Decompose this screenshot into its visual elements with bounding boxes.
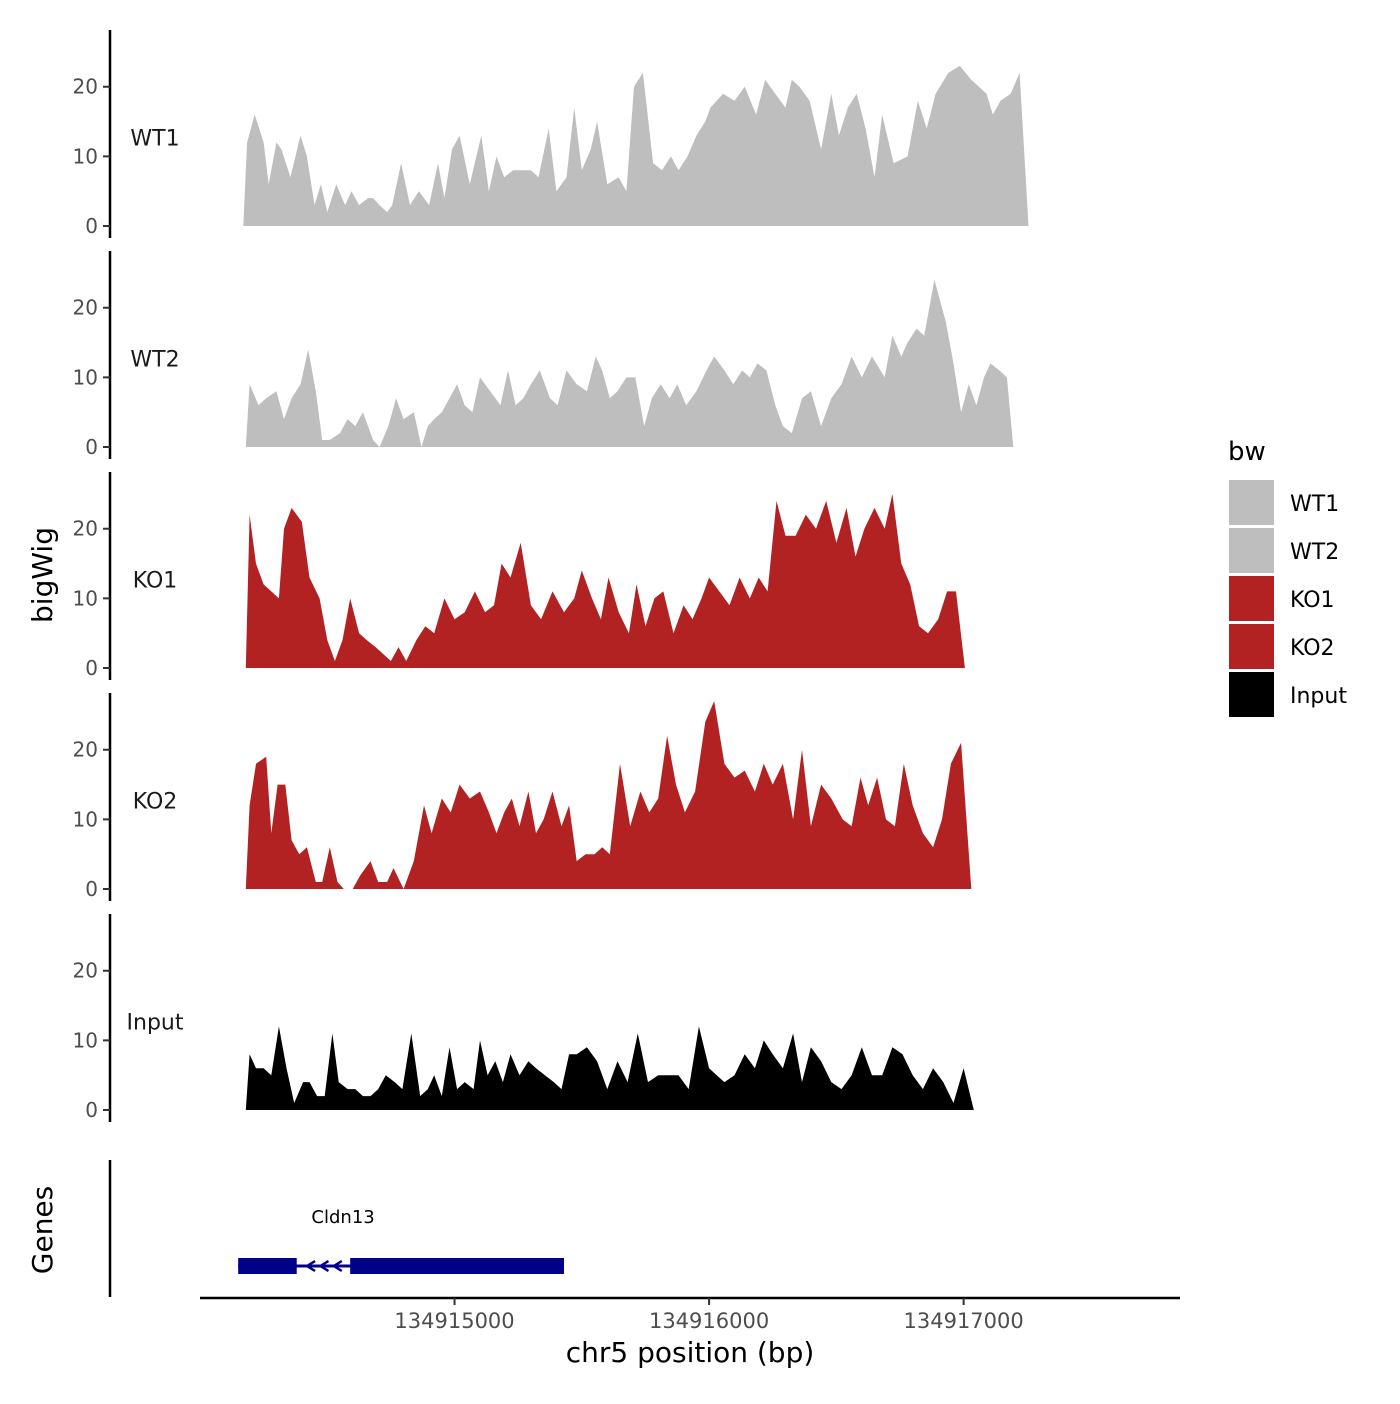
area-ko2: [245, 701, 1079, 889]
legend: WT1 WT2 KO1 KO2 Input: [1229, 480, 1347, 717]
area-wt1: [243, 65, 1074, 227]
track-label: Input: [127, 1010, 184, 1035]
genes-axis-title: Genes: [26, 1186, 59, 1274]
tracks-layer: 0 10 20 WT1 0 10 20 WT2 0 10 20 KO1 0 10 20 KO2 0 10 20 Inp…: [73, 30, 1079, 1122]
track-wt2: 0 10 20 WT2: [73, 251, 1079, 459]
y-tick-label: 0: [85, 1098, 98, 1122]
x-tick-label: 134917000: [904, 1309, 1024, 1333]
y-tick-label: 0: [85, 435, 98, 459]
area-wt2: [245, 279, 1079, 447]
y-tick-label: 20: [73, 517, 98, 541]
gene-name-label: Cldn13: [311, 1207, 374, 1228]
track-label: WT2: [130, 347, 179, 372]
legend-item-input: Input: [1229, 672, 1347, 717]
y-tick-label: 10: [73, 144, 98, 168]
y-tick-label: 10: [73, 1028, 98, 1052]
y-tick-label: 10: [73, 365, 98, 389]
strand-arrow-icon: [318, 1259, 330, 1273]
y-tick-label: 10: [73, 807, 98, 831]
y-tick-label: 0: [85, 656, 98, 680]
legend-label: KO1: [1290, 588, 1335, 613]
legend-item-wt1: WT1: [1229, 480, 1339, 525]
y-axis-title: bigWig: [26, 527, 59, 623]
legend-item-ko2: KO2: [1229, 624, 1335, 669]
legend-swatch: [1229, 528, 1274, 573]
track-label: KO2: [133, 789, 178, 814]
legend-swatch: [1229, 624, 1274, 669]
legend-label: KO2: [1290, 636, 1335, 661]
legend-item-wt2: WT2: [1229, 528, 1339, 573]
legend-swatch: [1229, 672, 1274, 717]
gene-exon: [350, 1258, 564, 1274]
x-axis-title: chr5 position (bp): [566, 1336, 815, 1369]
legend-swatch: [1229, 576, 1274, 621]
x-tick-label: 134915000: [394, 1309, 514, 1333]
legend-title: bw: [1228, 437, 1266, 467]
track-ko1: 0 10 20 KO1: [73, 472, 1077, 680]
strand-arrow-icon: [331, 1259, 343, 1273]
y-tick-label: 0: [85, 214, 98, 238]
legend-label: WT1: [1290, 492, 1339, 517]
x-tick-label: 134916000: [649, 1309, 769, 1333]
genes-layer: Cldn13: [108, 1160, 564, 1297]
gene-cldn13: Cldn13: [238, 1207, 564, 1274]
track-label: WT1: [130, 126, 179, 151]
track-input: 0 10 20 Input: [73, 914, 1077, 1122]
legend-label: WT2: [1290, 540, 1339, 565]
area-input: [245, 1026, 1077, 1110]
y-tick-label: 20: [73, 738, 98, 762]
legend-label: Input: [1290, 684, 1347, 709]
y-tick-label: 20: [73, 296, 98, 320]
area-ko1: [245, 493, 1077, 668]
y-tick-label: 0: [85, 877, 98, 901]
y-tick-label: 10: [73, 586, 98, 610]
track-ko2: 0 10 20 KO2: [73, 693, 1079, 901]
strand-arrow-icon: [304, 1259, 316, 1273]
x-axis: 134915000 134916000 134917000: [200, 1296, 1180, 1333]
track-wt1: 0 10 20 WT1: [73, 30, 1074, 238]
track-label: KO1: [133, 568, 178, 593]
y-tick-label: 20: [73, 959, 98, 983]
gene-exon: [238, 1258, 297, 1274]
legend-swatch: [1229, 480, 1274, 525]
legend-item-ko1: KO1: [1229, 576, 1335, 621]
y-tick-label: 20: [73, 75, 98, 99]
